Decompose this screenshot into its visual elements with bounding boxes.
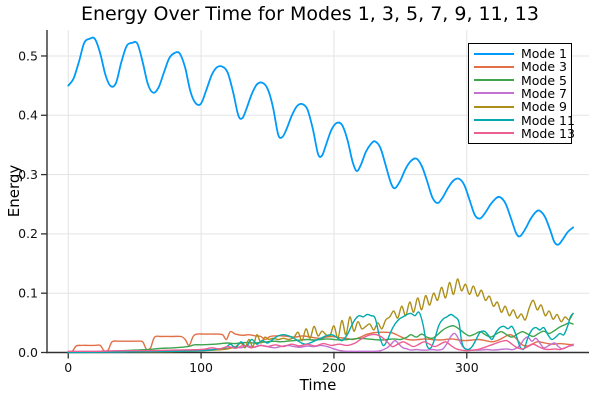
legend-line-swatch — [474, 79, 514, 82]
x-tick-label: 0 — [64, 360, 72, 375]
legend-label: Mode 3 — [521, 59, 567, 75]
legend-entry: Mode 5 — [474, 72, 567, 88]
series-line-mode-5 — [67, 322, 574, 354]
legend: Mode 1 Mode 3 Mode 5 Mode 7 Mode 9 Mode … — [468, 43, 575, 144]
series-line-mode-11 — [67, 311, 574, 354]
legend-entry: Mode 9 — [474, 99, 567, 115]
series-line-mode-9 — [67, 278, 574, 354]
legend-line-swatch — [474, 132, 514, 135]
chart-title: Energy Over Time for Modes 1, 3, 5, 7, 9… — [81, 3, 539, 25]
y-tick-label: 0.2 — [18, 226, 38, 241]
y-tick-label: 0.3 — [18, 167, 38, 182]
legend-line-swatch — [474, 119, 514, 122]
series-line-mode-13 — [67, 333, 574, 353]
y-tick-label: 0.5 — [18, 48, 38, 63]
legend-line-swatch — [474, 65, 514, 68]
legend-entry: Mode 11 — [474, 114, 575, 127]
x-tick-label: 200 — [322, 360, 346, 375]
x-tick-label: 100 — [189, 360, 213, 375]
legend-label: Mode 7 — [521, 85, 567, 101]
legend-label: Mode 11 — [521, 112, 575, 128]
series-line-mode-3 — [67, 330, 574, 353]
y-tick-label: 0.1 — [18, 285, 38, 300]
legend-entry: Mode 1 — [474, 46, 567, 62]
legend-line-swatch — [474, 52, 514, 55]
legend-line-swatch — [474, 92, 514, 95]
legend-entry: Mode 3 — [474, 59, 567, 75]
legend-label: Mode 13 — [521, 125, 575, 141]
legend-line-swatch — [474, 105, 514, 108]
legend-entry: Mode 7 — [474, 85, 567, 101]
x-axis-label: Time — [299, 376, 337, 394]
legend-label: Mode 9 — [521, 99, 567, 115]
y-tick-label: 0.4 — [18, 108, 38, 123]
legend-label: Mode 5 — [521, 72, 567, 88]
x-tick-label: 300 — [455, 360, 479, 375]
legend-label: Mode 1 — [521, 46, 567, 62]
series-line-mode-1 — [67, 36, 574, 246]
y-tick-label: 0.0 — [18, 345, 38, 360]
legend-entry: Mode 13 — [474, 127, 575, 140]
